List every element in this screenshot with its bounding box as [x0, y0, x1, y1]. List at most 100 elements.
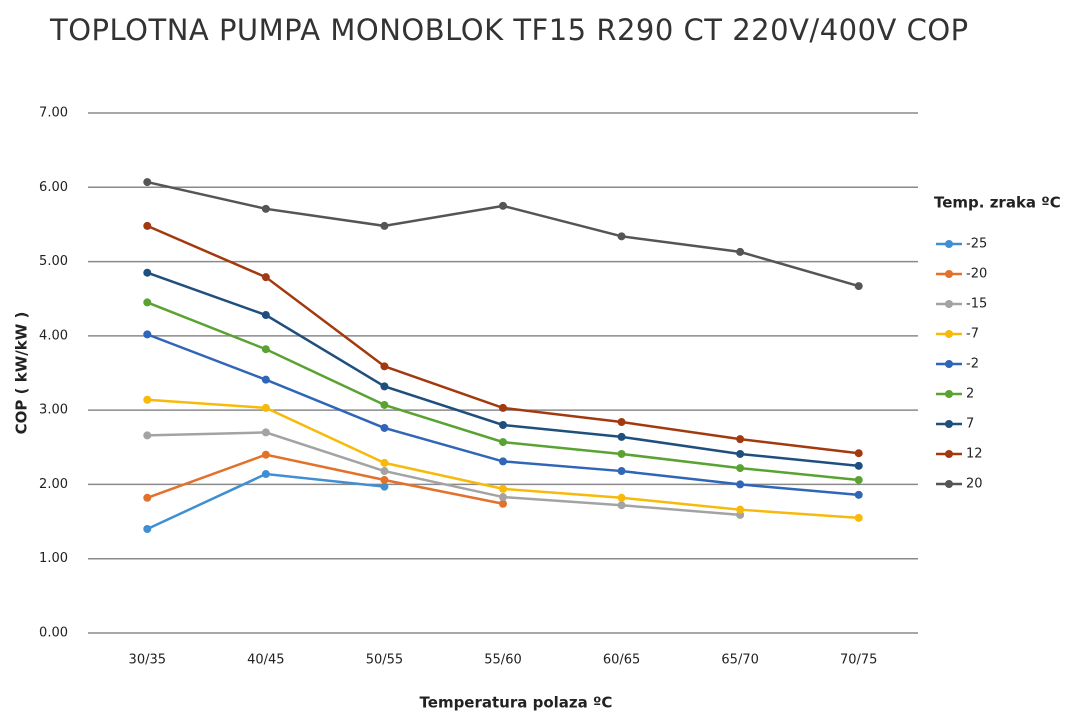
y-tick-label: 4.00 [39, 328, 68, 343]
y-tick-label: 2.00 [39, 477, 68, 492]
data-point [499, 201, 507, 210]
data-point [854, 490, 863, 499]
y-tick-label: 6.00 [39, 180, 68, 195]
data-point [261, 470, 270, 479]
data-point [736, 505, 745, 514]
series-line [146, 453, 504, 505]
series-line [146, 333, 859, 497]
data-point [380, 400, 389, 409]
chart-title: TOPLOTNA PUMPA MONOBLOK TF15 R290 CT 220… [49, 13, 969, 47]
data-point [854, 475, 863, 484]
series-line [147, 431, 741, 517]
legend-label: 2 [966, 387, 974, 402]
data-point [143, 298, 152, 307]
x-tick-label: 60/65 [603, 653, 640, 668]
data-point [617, 449, 626, 458]
data-point [143, 493, 152, 502]
data-point [380, 362, 389, 371]
data-point [854, 282, 863, 291]
data-point [261, 273, 270, 282]
x-tick-label: 40/45 [247, 653, 284, 668]
series-line [146, 301, 859, 482]
data-point [499, 499, 507, 508]
data-point [617, 493, 626, 502]
legend-marker [945, 270, 953, 278]
data-point [143, 395, 152, 404]
data-point [380, 482, 389, 491]
data-point [143, 221, 152, 230]
data-point [143, 268, 152, 277]
legend-marker [945, 480, 953, 488]
data-point [261, 204, 270, 213]
x-tick-label: 50/55 [366, 653, 403, 668]
data-point [736, 435, 745, 444]
legend-label: -7 [966, 327, 979, 342]
data-point [499, 457, 507, 466]
data-point [617, 501, 626, 510]
data-point [261, 345, 270, 354]
data-point [499, 421, 507, 429]
legend-label: -25 [966, 237, 987, 252]
legend-marker [945, 450, 953, 458]
y-tick-label: 0.00 [39, 626, 68, 641]
data-point [261, 403, 270, 412]
series-line [146, 224, 859, 455]
x-axis-label: Temperatura polaza ºC [420, 694, 613, 712]
data-point [380, 423, 389, 432]
legend-marker [945, 360, 953, 368]
data-point [617, 467, 626, 476]
data-point [143, 178, 152, 187]
data-point [499, 484, 507, 493]
y-tick-label: 7.00 [39, 106, 68, 121]
legend-marker [945, 240, 953, 248]
data-point [617, 418, 626, 427]
y-tick-label: 3.00 [39, 403, 68, 418]
legend-label: 7 [966, 417, 974, 432]
data-point [380, 221, 389, 230]
x-tick-label: 55/60 [484, 653, 521, 668]
series-line [146, 271, 859, 468]
x-tick-label: 70/75 [840, 653, 877, 668]
data-point [380, 467, 389, 476]
data-point [854, 461, 863, 470]
x-tick-label: 30/35 [129, 653, 166, 668]
data-point [380, 458, 389, 467]
data-point [499, 438, 507, 447]
data-point [617, 432, 626, 441]
series-line [147, 180, 860, 288]
data-point [854, 449, 863, 458]
y-tick-label: 5.00 [39, 254, 68, 269]
legend-marker [945, 390, 953, 398]
data-point [380, 475, 389, 484]
data-point [736, 449, 745, 458]
data-point [736, 464, 745, 473]
legend-label: -2 [966, 357, 979, 372]
data-point [736, 247, 745, 256]
legend-label: 20 [966, 477, 983, 492]
data-point [499, 403, 507, 412]
legend-marker [945, 420, 953, 428]
legend-label: 12 [966, 447, 983, 462]
data-point [143, 525, 152, 533]
series-line [146, 472, 385, 531]
data-point [854, 513, 863, 522]
legend-marker [945, 300, 953, 308]
data-point [736, 480, 745, 489]
data-point [143, 431, 152, 440]
data-point [261, 311, 270, 320]
legend-marker [945, 330, 953, 338]
x-tick-label: 65/70 [721, 653, 758, 668]
legend-title: Temp. zraka ºC [934, 194, 1061, 212]
data-point [143, 330, 152, 339]
y-axis-label: COP ( kW/kW ) [13, 312, 31, 435]
data-point [261, 375, 270, 384]
data-point [499, 493, 507, 502]
data-point [261, 428, 270, 437]
y-tick-label: 1.00 [39, 551, 68, 566]
data-point [380, 382, 389, 391]
legend-label: -15 [966, 297, 987, 312]
data-point [261, 450, 270, 459]
data-point [617, 232, 626, 241]
